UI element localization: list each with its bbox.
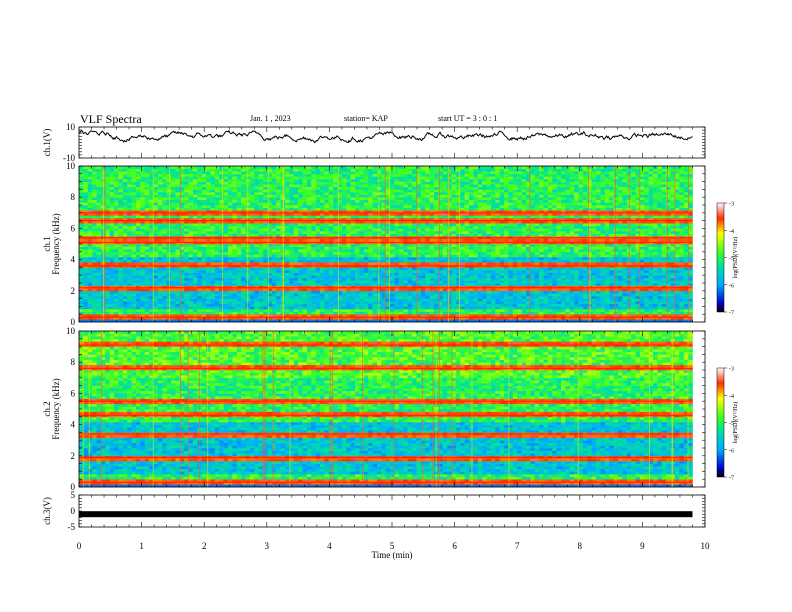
station-label: station= KAP [344, 114, 388, 123]
colorbar-tick-label: -6 [729, 448, 734, 454]
y-tick-label: 0 [71, 317, 76, 327]
y-tick-label: 10 [66, 326, 76, 336]
colorbar-tick-label: -7 [729, 476, 734, 482]
x-tick-label: 1 [139, 541, 144, 551]
y-tick-label: 6 [71, 223, 76, 233]
chart-title: VLF Spectra [80, 112, 142, 126]
y-tick-label: 0 [71, 506, 76, 516]
x-tick-label: 5 [390, 541, 395, 551]
x-tick-label: 3 [265, 541, 270, 551]
y-tick-label: 8 [71, 192, 76, 202]
y-tick-label: 10 [66, 122, 76, 132]
y-tick-label: 0 [71, 482, 76, 492]
colorbar-tick-label: -5 [729, 256, 734, 262]
colorbar [716, 367, 725, 478]
colorbar-tick-label: -3 [729, 367, 734, 373]
start-time-label: start UT = 3 : 0 : 1 [438, 114, 498, 123]
colorbar [716, 202, 725, 313]
y-tick-label: 6 [71, 388, 76, 398]
x-axis-label: Time (min) [372, 550, 413, 560]
y-tick-label: 5 [71, 490, 76, 500]
x-tick-label: 4 [327, 541, 332, 551]
colorbar-tick-label: -3 [729, 202, 734, 208]
y-tick-label: 4 [71, 255, 76, 265]
y-axis-label: Frequency (kHz) [51, 378, 61, 439]
x-tick-label: 6 [452, 541, 457, 551]
y-tick-label: 2 [71, 286, 76, 296]
colorbar-label: log(PSD)(V²/Hz) [732, 402, 739, 443]
ch3-waveform-band [79, 511, 693, 518]
x-tick-label: 8 [578, 541, 583, 551]
y-tick-label: 10 [66, 161, 76, 171]
date-label: Jan. 1 , 2023 [250, 114, 291, 123]
x-tick-label: 7 [515, 541, 520, 551]
ch1-spectrogram [79, 166, 693, 323]
colorbar-label: log(PSD)(V²/Hz) [732, 237, 739, 278]
colorbar-tick-label: -4 [729, 229, 734, 235]
y-axis-label: ch.1 [42, 236, 52, 251]
y-tick-label: -10 [63, 153, 75, 163]
y-tick-label: -5 [68, 522, 76, 532]
y-tick-label: 2 [71, 451, 76, 461]
y-axis-label: Frequency (kHz) [51, 213, 61, 274]
y-tick-label: 4 [71, 420, 76, 430]
x-tick-label: 0 [77, 541, 82, 551]
x-tick-label: 9 [640, 541, 645, 551]
colorbar-tick-label: -4 [729, 394, 734, 400]
ch1-waveform-line [78, 129, 693, 144]
y-axis-label: ch.1(V) [42, 129, 52, 157]
x-tick-label: 2 [202, 541, 207, 551]
colorbar-tick-label: -7 [729, 311, 734, 317]
y-axis-label: ch.3(V) [42, 497, 52, 525]
y-axis-label: ch.2 [42, 401, 52, 416]
colorbar-tick-label: -5 [729, 421, 734, 427]
ch2-spectrogram [79, 331, 693, 488]
x-tick-label: 10 [701, 541, 711, 551]
colorbar-tick-label: -6 [729, 283, 734, 289]
y-tick-label: 8 [71, 357, 76, 367]
